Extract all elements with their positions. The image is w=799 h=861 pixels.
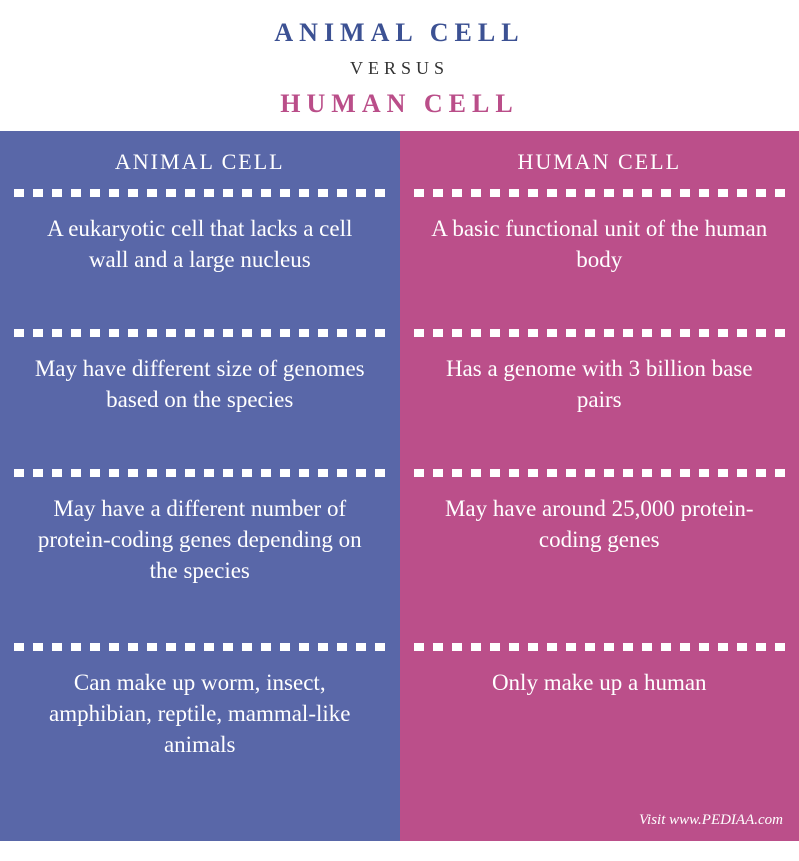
divider xyxy=(14,643,386,651)
column-header-human: HUMAN CELL xyxy=(400,131,799,189)
column-header-animal: ANIMAL CELL xyxy=(0,131,400,189)
cell-human-genes: May have around 25,000 protein-coding ge… xyxy=(400,477,799,643)
cell-human-makeup: Only make up a human xyxy=(400,651,799,801)
divider xyxy=(414,643,786,651)
footer-attribution: Visit www.PEDIAA.com xyxy=(639,812,783,829)
cell-animal-genes: May have a different number of protein-c… xyxy=(0,477,400,643)
title-versus: VERSUS xyxy=(0,58,799,79)
divider xyxy=(14,329,386,337)
page-header: ANIMAL CELL VERSUS HUMAN CELL xyxy=(0,0,799,131)
title-human-cell: HUMAN CELL xyxy=(0,89,799,119)
divider xyxy=(414,329,786,337)
cell-animal-definition: A eukaryotic cell that lacks a cell wall… xyxy=(0,197,400,329)
cell-human-genome: Has a genome with 3 billion base pairs xyxy=(400,337,799,469)
cell-animal-makeup: Can make up worm, insect, amphibian, rep… xyxy=(0,651,400,801)
cell-human-definition: A basic functional unit of the human bod… xyxy=(400,197,799,329)
column-human-cell: HUMAN CELL A basic functional unit of th… xyxy=(400,131,799,841)
column-animal-cell: ANIMAL CELL A eukaryotic cell that lacks… xyxy=(0,131,400,841)
divider xyxy=(414,469,786,477)
divider xyxy=(414,189,786,197)
title-animal-cell: ANIMAL CELL xyxy=(0,18,799,48)
cell-animal-genome: May have different size of genomes based… xyxy=(0,337,400,469)
comparison-table: ANIMAL CELL A eukaryotic cell that lacks… xyxy=(0,131,799,841)
divider xyxy=(14,189,386,197)
divider xyxy=(14,469,386,477)
